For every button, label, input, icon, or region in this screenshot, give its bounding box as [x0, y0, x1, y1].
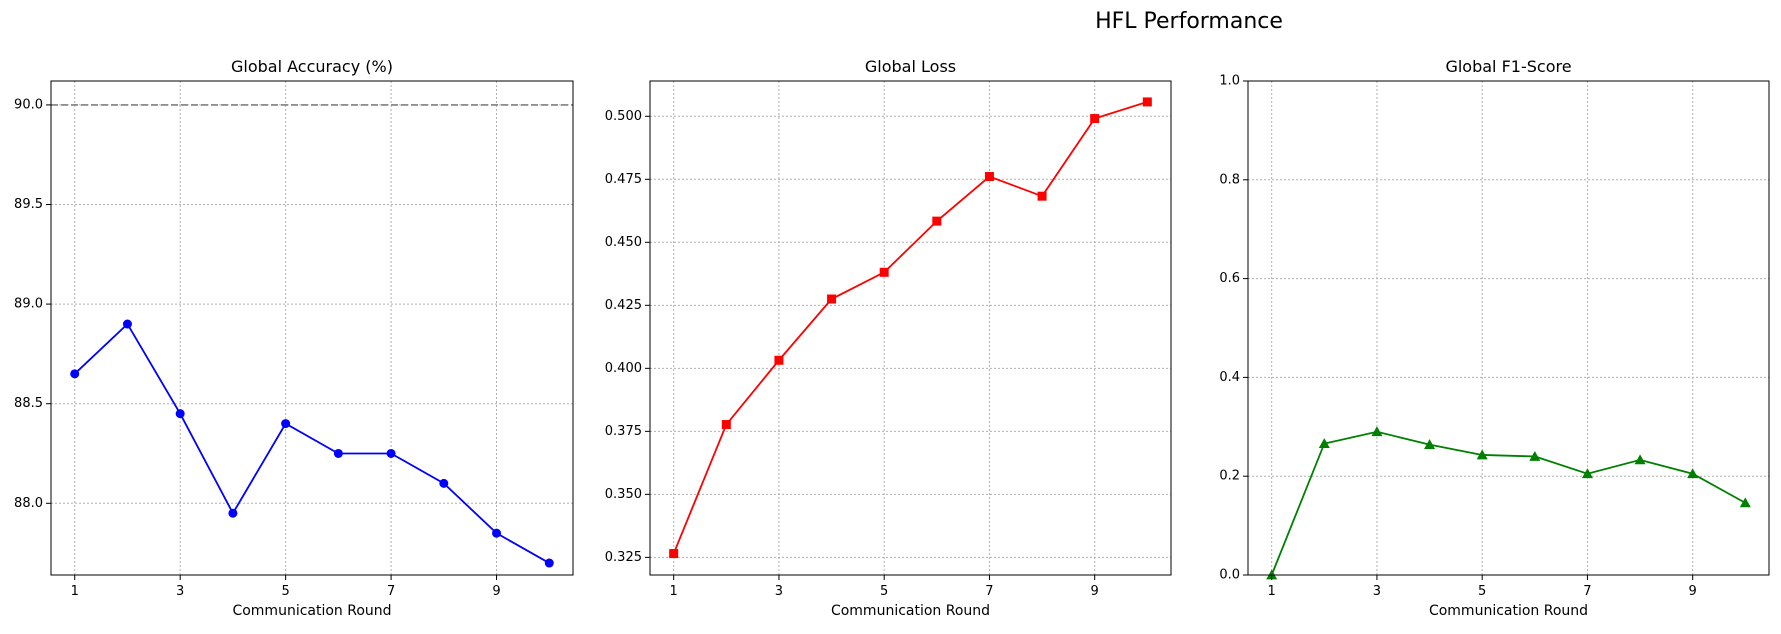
accuracy-y-tick-label: 90.0 — [14, 97, 43, 112]
accuracy-data-point — [175, 409, 185, 419]
accuracy-data-point — [386, 448, 396, 458]
f1-data-point — [1529, 450, 1541, 461]
accuracy-panel: 1 3 5 7 9 88.0 88.5 89.0 89.5 90.0 Global Accuracy… — [14, 57, 574, 619]
f1-y-tick-label: 0.4 — [1219, 370, 1240, 385]
loss-data-point — [1090, 114, 1100, 124]
accuracy-y-tick-label: 88.0 — [14, 496, 43, 511]
accuracy-series-line — [74, 322, 550, 564]
f1-data-point — [1687, 468, 1699, 479]
loss-x-tick-label: 1 — [670, 584, 678, 599]
f1-data-point — [1476, 449, 1488, 460]
accuracy-data-point — [492, 528, 502, 538]
accuracy-data-point — [281, 419, 291, 429]
f1-plot-frame — [1247, 80, 1770, 576]
loss-x-axis-label: Communication Round — [831, 603, 990, 619]
f1-x-axis-label: Communication Round — [1429, 603, 1588, 619]
accuracy-x-tick-label: 9 — [492, 584, 500, 599]
accuracy-x-tick-label: 1 — [71, 584, 79, 599]
f1-data-point — [1318, 438, 1330, 448]
f1-x-tick-label: 7 — [1583, 584, 1591, 599]
loss-x-tick-label: 5 — [880, 584, 888, 599]
accuracy-x-tick-label: 7 — [387, 584, 395, 599]
loss-data-point — [879, 267, 889, 277]
f1-data-point — [1424, 439, 1436, 449]
f1-panel-title: Global F1-Score — [1445, 57, 1571, 76]
accuracy-data-point — [70, 369, 80, 379]
loss-data-point — [774, 355, 784, 365]
loss-data-point — [932, 216, 942, 226]
accuracy-x-tick-label: 3 — [176, 584, 184, 599]
loss-data-point — [827, 294, 837, 304]
loss-x-tick-label: 3 — [775, 584, 783, 599]
loss-y-tick-label: 0.375 — [605, 424, 642, 439]
f1-y-tick-label: 0.6 — [1219, 271, 1240, 286]
accuracy-x-axis-label: Communication Round — [232, 603, 391, 619]
accuracy-data-point — [544, 558, 554, 568]
loss-x-tick-label: 7 — [985, 584, 993, 599]
loss-x-tick-label: 9 — [1091, 584, 1099, 599]
loss-data-point — [721, 420, 731, 430]
loss-data-point — [669, 549, 679, 559]
loss-data-point — [1142, 97, 1152, 107]
accuracy-data-point — [122, 319, 132, 329]
loss-y-tick-label: 0.500 — [605, 109, 642, 124]
f1-x-tick-label: 3 — [1373, 584, 1381, 599]
loss-series-line — [672, 101, 1148, 554]
loss-panel: 1 3 5 7 9 0.325 0.350 0.375 0.400 0.425 0.450 0.475… — [605, 57, 1172, 619]
figure-title: HFL Performance — [1095, 9, 1283, 34]
accuracy-data-point — [333, 448, 343, 458]
loss-y-tick-label: 0.475 — [605, 172, 642, 187]
accuracy-data-point — [439, 478, 449, 488]
loss-y-tick-label: 0.425 — [605, 298, 642, 313]
accuracy-y-tick-label: 89.0 — [14, 297, 43, 312]
accuracy-y-tick-label: 88.5 — [14, 396, 43, 411]
loss-y-tick-label: 0.325 — [605, 550, 642, 565]
accuracy-plot-frame — [50, 80, 574, 576]
f1-y-tick-label: 1.0 — [1219, 74, 1240, 89]
f1-y-tick-label: 0.2 — [1219, 469, 1240, 484]
accuracy-y-tick-label: 89.5 — [14, 197, 43, 212]
f1-y-tick-label: 0.0 — [1219, 568, 1240, 583]
f1-x-tick-label: 1 — [1268, 584, 1276, 599]
loss-y-tick-label: 0.350 — [605, 487, 642, 502]
accuracy-panel-title: Global Accuracy (%) — [231, 57, 393, 76]
f1-data-point — [1371, 426, 1383, 437]
loss-y-tick-label: 0.450 — [605, 235, 642, 250]
f1-data-point — [1266, 569, 1278, 580]
f1-x-tick-label: 5 — [1478, 584, 1486, 599]
f1-data-point — [1581, 468, 1593, 479]
f1-y-tick-label: 0.8 — [1219, 172, 1240, 187]
loss-panel-title: Global Loss — [865, 57, 956, 76]
accuracy-x-tick-label: 5 — [281, 584, 289, 599]
f1-data-point — [1739, 497, 1751, 508]
f1-series-line — [1270, 430, 1746, 576]
loss-data-point — [1037, 191, 1047, 201]
loss-y-tick-label: 0.400 — [605, 361, 642, 376]
accuracy-data-point — [228, 508, 238, 518]
loss-plot-frame — [649, 80, 1172, 576]
f1-score-panel: 1 3 5 7 9 0.0 0.2 0.4 0.6 0.8 1.0 Global F1-Score Co… — [1219, 57, 1770, 619]
f1-x-tick-label: 9 — [1689, 584, 1697, 599]
f1-data-point — [1634, 454, 1646, 465]
loss-data-point — [984, 172, 994, 182]
